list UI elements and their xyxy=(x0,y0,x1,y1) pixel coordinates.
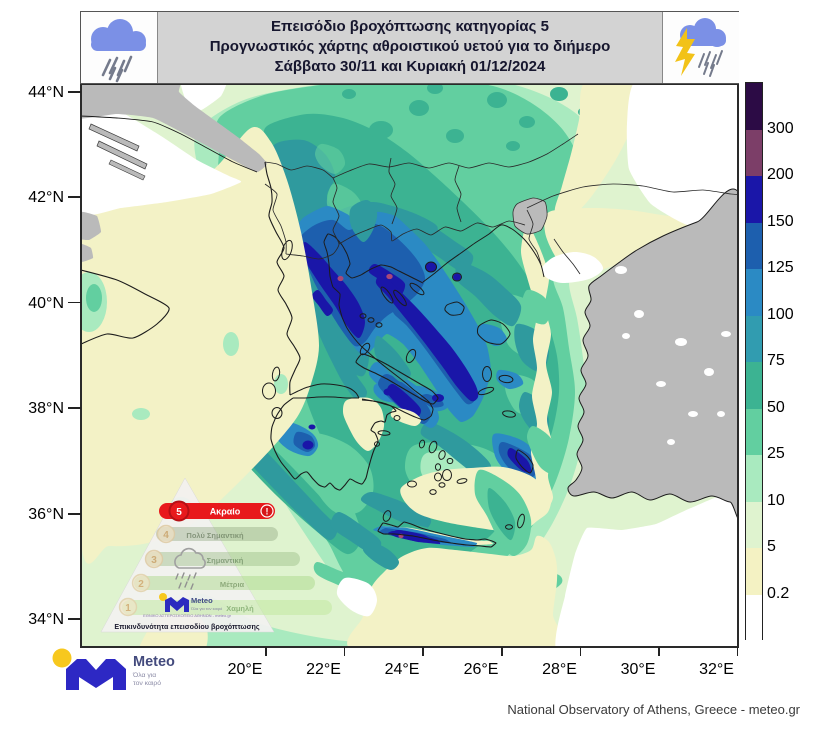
svg-text:3: 3 xyxy=(151,555,157,566)
svg-text:Επικινδυνότητα επεισοδίου βροχ: Επικινδυνότητα επεισοδίου βροχόπτωσης xyxy=(114,622,260,631)
svg-text:Meteo: Meteo xyxy=(133,654,175,670)
svg-text:ΕΘΝΙΚΟ ΑΣΤΕΡΟΣΚΟΠΕΙΟ ΑΘΗΝΩΝ -: ΕΘΝΙΚΟ ΑΣΤΕΡΟΣΚΟΠΕΙΟ ΑΘΗΝΩΝ - meteo.gr xyxy=(143,613,232,618)
svg-text:5: 5 xyxy=(176,507,182,518)
svg-text:Μέτρια: Μέτρια xyxy=(220,580,245,589)
svg-text:Πολύ Σημαντική: Πολύ Σημαντική xyxy=(186,531,244,540)
svg-text:τον καιρό: τον καιρό xyxy=(133,679,161,687)
svg-text:1: 1 xyxy=(125,603,131,614)
svg-text:2: 2 xyxy=(138,579,144,590)
svg-text:Χαμηλή: Χαμηλή xyxy=(226,604,254,613)
svg-text:Όλα για: Όλα για xyxy=(132,672,156,679)
svg-text:!: ! xyxy=(266,507,269,517)
svg-text:Σημαντική: Σημαντική xyxy=(207,556,244,565)
svg-text:Ακραίο: Ακραίο xyxy=(210,507,241,517)
svg-text:Meteo: Meteo xyxy=(191,596,213,605)
svg-text:Όλα για τον καιρό: Όλα για τον καιρό xyxy=(190,606,223,611)
svg-text:4: 4 xyxy=(163,530,169,541)
